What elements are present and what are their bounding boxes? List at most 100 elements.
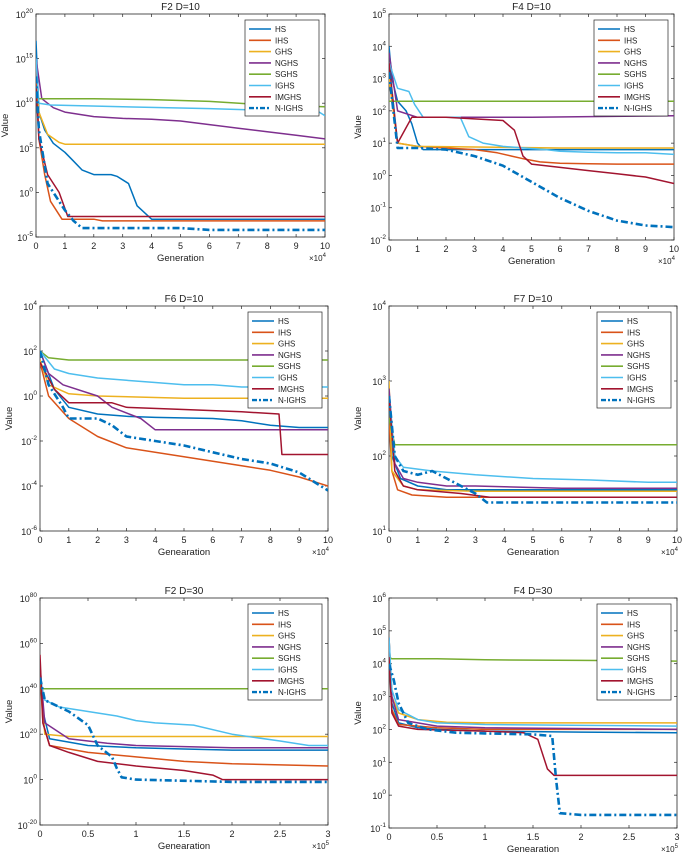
x-tick-label: 6 (207, 241, 212, 251)
x-tick-label: 0.5 (431, 832, 444, 842)
legend-label: SGHS (275, 70, 298, 79)
legend-label: IMGHS (275, 93, 301, 102)
x-tick-label: 2 (578, 832, 583, 842)
x-tick-label: 4 (153, 535, 158, 545)
x-tick-label: 3 (472, 244, 477, 254)
series-line-imghs (36, 85, 325, 218)
y-tick-label: 102 (372, 450, 386, 462)
legend-label: GHS (275, 48, 292, 57)
chart-title: F4 D=10 (512, 2, 551, 13)
legend-box (593, 19, 669, 117)
legend-label: NGHS (278, 643, 301, 652)
x-tick-label: 1.5 (178, 829, 191, 839)
x-tick-label: 1 (482, 832, 487, 842)
y-tick-label: 100 (372, 789, 386, 801)
x-tick-label: 3 (124, 535, 129, 545)
y-tick-label: 103 (372, 691, 386, 703)
legend-box (247, 603, 323, 701)
x-multiplier: ×104 (658, 256, 676, 266)
legend-label: GHS (624, 48, 641, 57)
legend-label: N-IGHS (278, 396, 306, 405)
legend-label: N-IGHS (278, 688, 306, 697)
y-tick-label: 1080 (20, 592, 38, 604)
series-line-n-ighs (36, 76, 325, 232)
legend-label: HS (627, 317, 638, 326)
x-tick-label: 6 (210, 535, 215, 545)
y-tick-label: 10-1 (370, 202, 386, 214)
x-tick-label: 1 (133, 829, 138, 839)
x-multiplier: ×104 (661, 547, 679, 557)
y-tick-label: 101 (372, 137, 386, 149)
y-tick-label: 10-20 (18, 819, 38, 831)
legend-label: N-IGHS (627, 396, 655, 405)
y-tick-label: 102 (23, 345, 37, 357)
x-axis-label: Genearation (507, 547, 559, 558)
x-tick-label: 4 (502, 535, 507, 545)
x-tick-label: 2.5 (274, 829, 287, 839)
legend-label: HS (624, 25, 635, 34)
legend-label: NGHS (627, 351, 650, 360)
x-axis-label: Generation (508, 256, 555, 267)
x-tick-label: 8 (614, 244, 619, 254)
x-tick-label: 5 (529, 244, 534, 254)
legend-label: IHS (627, 620, 640, 629)
legend-label: IGHS (624, 82, 644, 91)
x-tick-label: 1 (415, 244, 420, 254)
series-line-n-ighs (389, 663, 677, 817)
x-tick-label: 9 (643, 244, 648, 254)
y-tick-label: 10-4 (21, 480, 37, 492)
x-tick-label: 10 (669, 244, 679, 254)
x-multiplier: ×105 (661, 844, 679, 854)
legend-label: GHS (278, 632, 295, 641)
series-line-nghs (40, 666, 328, 749)
series-group (36, 40, 325, 232)
legend-label: IHS (275, 36, 288, 45)
legend-label: NGHS (275, 59, 298, 68)
x-tick-label: 8 (265, 241, 270, 251)
legend-label: IGHS (278, 374, 298, 383)
y-tick-label: 104 (372, 658, 386, 670)
y-tick-label: 10-2 (21, 435, 37, 447)
y-tick-label: 103 (372, 375, 386, 387)
legend-label: N-IGHS (624, 104, 652, 113)
x-tick-label: 2 (91, 241, 96, 251)
y-axis-label: Value (0, 114, 11, 138)
x-axis-label: Genearation (158, 547, 210, 558)
y-tick-label: 10-2 (370, 234, 386, 246)
y-tick-label: 10-6 (21, 525, 37, 537)
x-tick-label: 3 (325, 829, 330, 839)
x-tick-label: 10 (323, 535, 333, 545)
series-line-n-ighs (40, 677, 328, 784)
x-tick-label: 10 (672, 535, 682, 545)
x-tick-label: 2 (95, 535, 100, 545)
x-tick-label: 2.5 (623, 832, 636, 842)
legend-label: IMGHS (627, 385, 653, 394)
series-line-imghs (40, 654, 328, 781)
x-tick-label: 4 (149, 241, 154, 251)
x-tick-label: 7 (239, 535, 244, 545)
x-tick-label: 8 (617, 535, 622, 545)
legend-label: IMGHS (278, 385, 304, 394)
y-tick-label: 100 (372, 169, 386, 181)
x-axis-label: Generation (157, 253, 204, 264)
x-tick-label: 1 (415, 535, 420, 545)
x-tick-label: 5 (181, 535, 186, 545)
chart-6: F4 D=30 0 0.5 1 1.5 2 2.5 3 ×105 Genearation 106 10… (353, 586, 680, 855)
series-line-ighs (389, 62, 674, 156)
y-tick-label: 10-1 (370, 822, 386, 834)
y-axis-label: Value (353, 701, 364, 725)
legend-label: IHS (278, 620, 291, 629)
y-tick-label: 1020 (16, 8, 34, 20)
x-tick-label: 2 (444, 535, 449, 545)
x-tick-label: 3 (473, 535, 478, 545)
chart-title: F2 D=10 (161, 2, 200, 13)
legend-label: IMGHS (278, 677, 304, 686)
x-tick-label: 0 (386, 535, 391, 545)
y-axis-label: Value (353, 407, 364, 431)
x-tick-label: 2 (229, 829, 234, 839)
x-tick-label: 2 (443, 244, 448, 254)
y-tick-label: 106 (372, 592, 386, 604)
y-tick-label: 103 (372, 73, 386, 85)
y-tick-label: 104 (372, 300, 386, 312)
x-tick-label: 3 (120, 241, 125, 251)
